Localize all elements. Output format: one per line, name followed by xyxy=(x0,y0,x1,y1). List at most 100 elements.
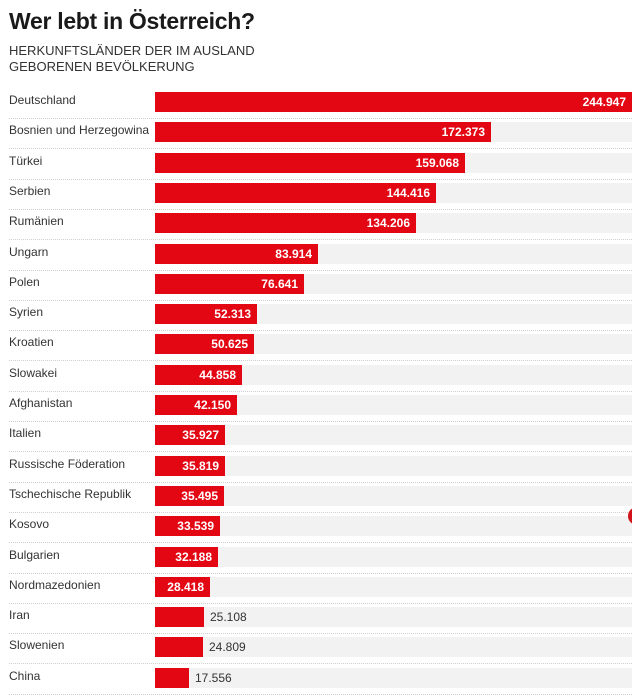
bar-track: 33.539 xyxy=(155,516,632,537)
bar-track: 134.206 xyxy=(155,213,632,234)
bar-row: Nordmazedonien 28.418 xyxy=(9,574,632,604)
bar xyxy=(155,667,189,688)
value-label: 172.373 xyxy=(441,125,485,140)
value-label: 33.539 xyxy=(177,519,214,534)
bar xyxy=(155,334,254,355)
category-label: Ungarn xyxy=(9,244,49,259)
value-label: 159.068 xyxy=(415,155,459,170)
category-label: Bulgarien xyxy=(9,547,60,562)
bar-row: Serbien 144.416 xyxy=(9,180,632,210)
bar-row: Italien 35.927 xyxy=(9,422,632,453)
category-label: Rumänien xyxy=(9,214,64,229)
bar xyxy=(155,152,465,173)
value-label: 25.108 xyxy=(210,610,247,625)
bar xyxy=(155,485,224,506)
bar-track: 28.418 xyxy=(155,576,632,597)
bar xyxy=(155,455,225,476)
bar xyxy=(155,92,632,112)
value-label: 244.947 xyxy=(582,95,626,109)
value-label: 44.858 xyxy=(199,367,236,382)
bar xyxy=(155,364,242,385)
category-label: Slowakei xyxy=(9,365,58,380)
bar-row: Iran 25.108 xyxy=(9,604,632,635)
value-label: 42.150 xyxy=(194,398,231,412)
category-label: Russische Föderation xyxy=(9,456,126,471)
bar xyxy=(155,243,318,264)
bar-track: 144.416 xyxy=(155,182,632,203)
bar-row: Kosovo 33.539 xyxy=(9,513,632,544)
bar-row: Slowakei 44.858 xyxy=(9,362,632,392)
bar-row: Afghanistan 42.150 xyxy=(9,392,632,422)
bar-row: Rumänien 134.206 xyxy=(9,210,632,241)
category-label: Serbien xyxy=(9,183,51,198)
bar-row: Slowenien 24.809 xyxy=(9,634,632,665)
bar xyxy=(155,516,220,537)
category-label: Italien xyxy=(9,426,42,441)
value-label: 134.206 xyxy=(366,216,410,231)
bar-track: 42.150 xyxy=(155,395,632,415)
value-label: 35.927 xyxy=(182,428,219,443)
bar-row: Kroatien 50.625 xyxy=(9,331,632,362)
category-label: Türkei xyxy=(9,153,43,168)
bar-track: 172.373 xyxy=(155,122,632,143)
category-label: Kroatien xyxy=(9,335,54,350)
bar-row: Bulgarien 32.188 xyxy=(9,544,632,574)
bar-row: Ungarn 83.914 xyxy=(9,241,632,271)
value-label: 32.188 xyxy=(175,549,212,564)
bar-track: 35.927 xyxy=(155,425,632,446)
value-label: 52.313 xyxy=(214,307,251,322)
value-label: 35.495 xyxy=(181,488,218,503)
bar xyxy=(155,273,304,294)
value-label: 50.625 xyxy=(211,337,248,352)
category-label: Bosnien und Herzegowina xyxy=(9,123,150,138)
bar-row: Deutschland 244.947 xyxy=(9,89,632,119)
bar-row: Russische Föderation 35.819 xyxy=(9,453,632,483)
bar xyxy=(155,304,257,325)
bar xyxy=(155,122,491,143)
bar-track: 44.858 xyxy=(155,364,632,385)
category-label: China xyxy=(9,668,41,683)
bar xyxy=(155,425,225,446)
category-label: Nordmazedonien xyxy=(9,577,101,592)
bar xyxy=(155,395,237,415)
value-label: 144.416 xyxy=(386,185,430,200)
bar-track: 76.641 xyxy=(155,273,632,294)
bar xyxy=(155,182,436,203)
category-label: Iran xyxy=(9,608,30,623)
scroll-indicator-dot[interactable] xyxy=(628,507,632,525)
bar-row: Syrien 52.313 xyxy=(9,301,632,332)
category-label: Syrien xyxy=(9,305,44,320)
category-label: Polen xyxy=(9,274,40,289)
bar-track: 32.188 xyxy=(155,546,632,567)
bar-row: Polen 76.641 xyxy=(9,271,632,301)
bar-row: Türkei 159.068 xyxy=(9,150,632,180)
category-label: Deutschland xyxy=(9,93,76,107)
category-label: Tschechische Republik xyxy=(9,486,132,501)
bar-row: China 17.556 xyxy=(9,665,632,695)
bar xyxy=(155,546,218,567)
bar-track: 244.947 xyxy=(155,92,632,112)
bar-row: Tschechische Republik 35.495 xyxy=(9,483,632,513)
value-label: 28.418 xyxy=(167,579,204,594)
bar-track: 83.914 xyxy=(155,243,632,264)
bar xyxy=(155,637,203,658)
value-label: 83.914 xyxy=(275,246,312,261)
bar-track: 50.625 xyxy=(155,334,632,355)
value-label: 35.819 xyxy=(182,458,219,473)
category-label: Afghanistan xyxy=(9,396,73,410)
value-label: 24.809 xyxy=(209,640,246,655)
bar-track: 25.108 xyxy=(155,607,632,628)
bar-row: Bosnien und Herzegowina 172.373 xyxy=(9,119,632,150)
value-label: 76.641 xyxy=(261,276,298,291)
bar-track: 52.313 xyxy=(155,304,632,325)
bar-track: 35.819 xyxy=(155,455,632,476)
bar-track: 17.556 xyxy=(155,667,632,688)
category-label: Kosovo xyxy=(9,517,50,532)
category-label: Slowenien xyxy=(9,638,65,653)
bar-track: 35.495 xyxy=(155,485,632,506)
bar xyxy=(155,213,416,234)
chart-subtitle: HERKUNFTSLÄNDER DER IM AUSLAND GEBORENEN… xyxy=(9,43,255,74)
bar xyxy=(155,576,210,597)
bar-track: 24.809 xyxy=(155,637,632,658)
